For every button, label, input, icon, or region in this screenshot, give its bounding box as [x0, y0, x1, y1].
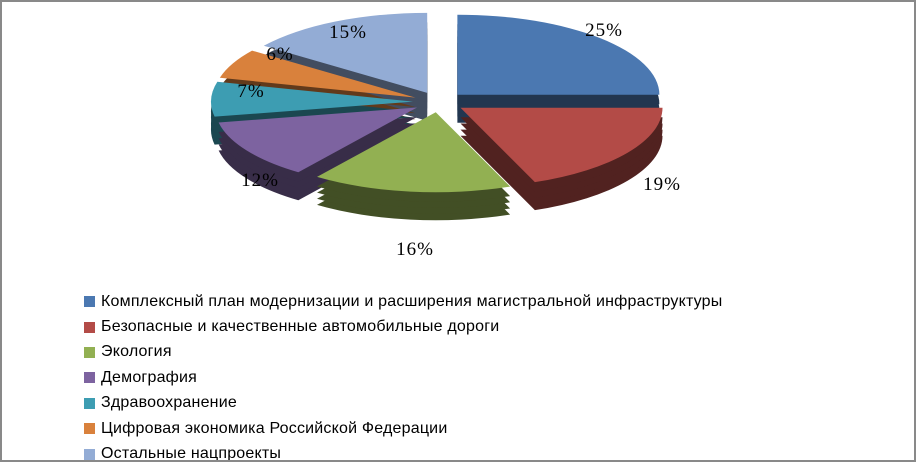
legend-item: Безопасные и качественные автомобильные …: [84, 314, 722, 339]
pie-slice-5: [219, 50, 416, 98]
pie-slice-1: [460, 107, 663, 183]
legend-label: Остальные нацпроекты: [101, 445, 282, 462]
legend-swatch: [84, 321, 95, 333]
legend-swatch: [84, 296, 95, 308]
legend-item: Комплексный план модернизации и расширен…: [84, 289, 722, 314]
data-label-2: 16%: [396, 239, 434, 260]
legend-item: Здравоохранение: [84, 391, 722, 416]
data-label-1: 19%: [643, 174, 681, 195]
legend-label: Комплексный план модернизации и расширен…: [101, 292, 723, 310]
legend-item: Цифровая экономика Российской Федерации: [84, 416, 722, 441]
pie-slice-0: [457, 14, 660, 95]
legend-label: Цифровая экономика Российской Федерации: [101, 419, 448, 437]
legend-swatch: [84, 448, 95, 460]
legend-swatch: [84, 372, 95, 384]
legend-item: Демография: [84, 365, 722, 390]
legend-item: Остальные нацпроекты: [84, 441, 722, 462]
legend-label: Экология: [101, 343, 172, 361]
pie-slice-3: [218, 107, 418, 173]
legend-swatch: [84, 346, 95, 358]
legend-swatch: [84, 397, 95, 409]
chart-legend: Комплексный план модернизации и расширен…: [84, 289, 722, 462]
legend-item: Экология: [84, 340, 722, 365]
data-label-0: 25%: [585, 20, 623, 41]
pie-slice-2: [317, 112, 511, 193]
legend-label: Демография: [101, 368, 198, 386]
pie-chart: 25% 19% 16% 12% 7%6% 15%: [211, 12, 681, 260]
data-label-3: 12%: [241, 170, 279, 191]
legend-label: Безопасные и качественные автомобильные …: [101, 318, 500, 336]
data-label-5: 6%: [266, 44, 293, 65]
pie-slice-6: [263, 12, 428, 93]
pie-slice-4: [211, 81, 414, 117]
data-label-4: 7%: [237, 81, 264, 102]
data-label-6: 15%: [329, 22, 367, 43]
legend-swatch: [84, 423, 95, 435]
legend-label: Здравоохранение: [101, 394, 237, 412]
